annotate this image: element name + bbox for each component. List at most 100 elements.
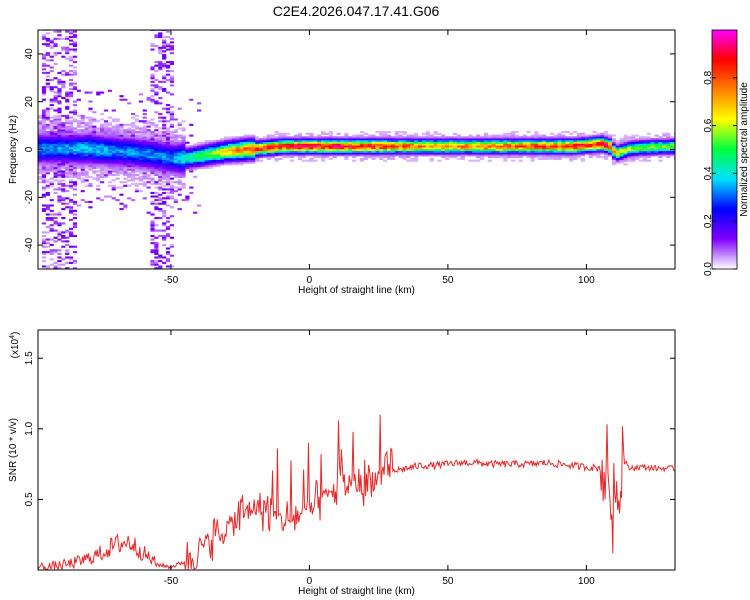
heatmap-cell — [321, 157, 326, 160]
heatmap-cell — [169, 139, 175, 143]
heatmap-cell — [224, 156, 229, 159]
heatmap-cell — [658, 136, 663, 139]
heatmap-cell — [367, 138, 372, 141]
heatmap-cell — [69, 261, 74, 264]
heatmap-cell — [123, 130, 128, 134]
heatmap-cell — [196, 204, 202, 207]
heatmap-cell — [72, 251, 78, 254]
heatmap-cell — [472, 152, 477, 155]
heatmap-cell — [41, 231, 47, 234]
heatmap-cell — [321, 148, 326, 151]
heatmap-cell — [363, 150, 368, 153]
heatmap-cell — [61, 132, 66, 135]
heatmap-cell — [45, 181, 50, 184]
heatmap-cell — [445, 147, 450, 150]
heatmap-cell — [65, 57, 70, 60]
heatmap-cell — [38, 172, 43, 175]
heatmap-cell — [53, 150, 58, 153]
heatmap-cell — [138, 93, 143, 96]
heatmap-cell — [123, 129, 128, 132]
heatmap-cell — [266, 156, 271, 159]
heatmap-cell — [588, 145, 593, 148]
heatmap-cell — [282, 138, 287, 141]
heatmap-cell — [247, 134, 252, 137]
heatmap-cell — [65, 134, 70, 137]
heatmap-cell — [514, 141, 520, 144]
heatmap-cell — [165, 252, 171, 255]
heatmap-cell — [216, 148, 221, 151]
heatmap-cell — [658, 145, 663, 148]
heatmap-cell — [57, 165, 62, 168]
heatmap-cell — [309, 134, 314, 137]
heatmap-cell — [569, 145, 574, 148]
heatmap-cell — [45, 179, 50, 182]
heatmap-cell — [131, 129, 136, 132]
heatmap-cell — [165, 170, 171, 173]
heatmap-cell — [332, 152, 337, 155]
heatmap-cell — [96, 148, 101, 151]
heatmap-cell — [336, 150, 341, 153]
heatmap-cell — [169, 41, 175, 44]
heatmap-cell — [607, 145, 613, 148]
heatmap-cell — [286, 145, 291, 148]
heatmap-cell — [363, 156, 368, 159]
heatmap-cell — [69, 127, 74, 130]
heatmap-cell — [61, 136, 66, 139]
heatmap-cell — [61, 145, 66, 148]
heatmap-cell — [545, 136, 551, 139]
heatmap-cell — [654, 134, 659, 137]
heatmap-cell — [212, 163, 217, 166]
heatmap-cell — [576, 156, 582, 159]
heatmap-cell — [92, 154, 97, 157]
heatmap-cell — [146, 181, 151, 184]
heatmap-cell — [511, 138, 516, 141]
heatmap-cell — [623, 145, 628, 148]
heatmap-cell — [154, 145, 159, 148]
heatmap-cell — [251, 159, 256, 162]
heatmap-cell — [611, 159, 617, 162]
heatmap-cell — [45, 109, 50, 112]
heatmap-cell — [162, 147, 167, 150]
heatmap-cell — [103, 166, 109, 169]
heatmap-cell — [565, 148, 570, 151]
heatmap-cell — [45, 166, 50, 169]
heatmap-cell — [332, 136, 337, 139]
heatmap-cell — [503, 143, 508, 146]
heatmap-cell — [383, 145, 388, 148]
heatmap-cell — [255, 141, 260, 144]
heatmap-cell — [69, 231, 74, 234]
heatmap-cell — [185, 163, 190, 166]
heatmap-cell — [107, 123, 112, 126]
heatmap-cell — [92, 127, 97, 130]
heatmap-cell — [414, 145, 419, 148]
heatmap-cell — [154, 206, 159, 209]
heatmap-cell — [580, 148, 586, 151]
heatmap-cell — [181, 165, 186, 168]
heatmap-cell — [53, 267, 58, 269]
heatmap-cell — [146, 132, 151, 135]
heatmap-cell — [45, 157, 50, 160]
heatmap-cell — [227, 136, 233, 139]
heatmap-cell — [220, 143, 225, 146]
heatmap-cell — [480, 141, 485, 144]
heatmap-cell — [328, 136, 333, 139]
heatmap-cell — [80, 152, 85, 155]
heatmap-cell — [88, 134, 93, 137]
heatmap-cell — [131, 156, 136, 159]
heatmap-cell — [212, 141, 217, 144]
heatmap-cell — [580, 147, 586, 150]
heatmap-cell — [103, 172, 109, 175]
heatmap-cell — [204, 152, 209, 155]
heatmap-cell — [165, 181, 171, 184]
heatmap-cell — [627, 157, 632, 160]
heatmap-cell — [371, 150, 376, 153]
heatmap-cell — [72, 73, 78, 76]
heatmap-cell — [662, 147, 667, 150]
heatmap-cell — [61, 148, 66, 151]
heatmap-cell — [483, 141, 489, 144]
heatmap-cell — [57, 37, 62, 40]
heatmap-cell — [84, 134, 89, 137]
heatmap-cell — [138, 141, 143, 144]
heatmap-cell — [383, 139, 388, 143]
heatmap-cell — [452, 136, 458, 139]
